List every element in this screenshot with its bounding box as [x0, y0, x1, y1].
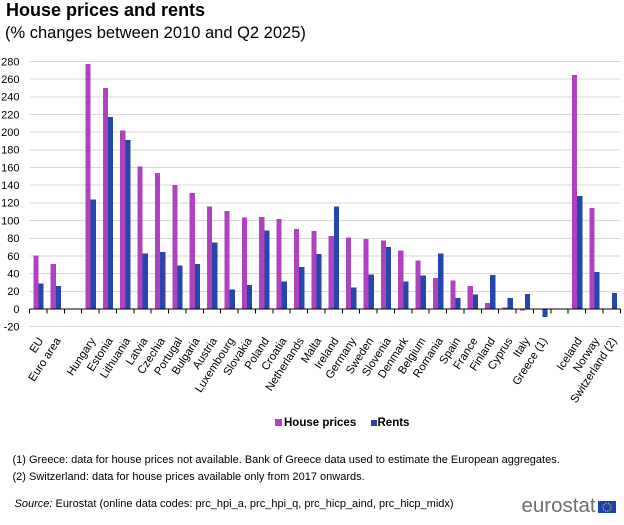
svg-text:140: 140	[1, 180, 19, 192]
svg-text:20: 20	[7, 286, 19, 298]
svg-text:0: 0	[13, 304, 19, 316]
svg-text:160: 160	[1, 162, 19, 174]
svg-text:80: 80	[7, 233, 19, 245]
svg-text:100: 100	[1, 215, 19, 227]
svg-text:260: 260	[1, 74, 19, 86]
svg-text:220: 220	[1, 109, 19, 121]
svg-text:280: 280	[1, 56, 19, 68]
svg-text:60: 60	[7, 251, 19, 263]
svg-text:40: 40	[7, 268, 19, 280]
svg-text:-20: -20	[4, 322, 20, 334]
svg-text:120: 120	[1, 198, 19, 210]
svg-text:200: 200	[1, 127, 19, 139]
svg-text:240: 240	[1, 92, 19, 104]
svg-text:180: 180	[1, 145, 19, 157]
